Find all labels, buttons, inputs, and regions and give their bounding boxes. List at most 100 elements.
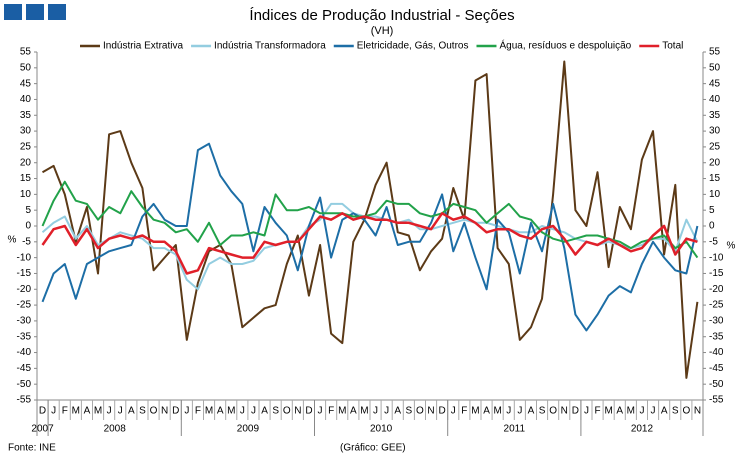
x-tick-label: S xyxy=(672,406,679,417)
x-tick-label: D xyxy=(572,406,579,417)
y2-tick-label: 25 xyxy=(709,142,721,153)
y2-tick-label: -45 xyxy=(709,363,724,374)
x-tick-label: A xyxy=(261,406,268,417)
x-tick-label: O xyxy=(150,406,158,417)
y2-tick-label: -40 xyxy=(709,347,724,358)
y-tick-label: -50 xyxy=(17,379,32,390)
x-tick-label: J xyxy=(517,406,522,417)
y2-tick-label: 0 xyxy=(709,221,715,232)
x-tick-label: D xyxy=(172,406,179,417)
x-tick-label: J xyxy=(107,406,112,417)
legend-label: Eletricidade, Gás, Outros xyxy=(357,41,469,52)
x-tick-label: J xyxy=(51,406,56,417)
year-label: 2012 xyxy=(631,424,654,435)
x-tick-label: S xyxy=(539,406,546,417)
y2-tick-label: -15 xyxy=(709,268,724,279)
x-tick-label: F xyxy=(461,406,467,417)
x-tick-label: A xyxy=(217,406,224,417)
y-tick-label: 20 xyxy=(20,157,32,168)
y-tick-label: 35 xyxy=(20,110,32,121)
y2-tick-label: -5 xyxy=(709,236,718,247)
y-axis-label: % xyxy=(8,235,17,246)
y2-axis-label: % xyxy=(727,241,736,252)
y2-tick-label: 55 xyxy=(709,47,721,58)
y-tick-label: -20 xyxy=(17,284,32,295)
y2-tick-label: 40 xyxy=(709,94,721,105)
credit: (Gráfico: GEE) xyxy=(340,443,406,454)
x-tick-label: M xyxy=(72,406,80,417)
y2-tick-label: 15 xyxy=(709,173,721,184)
y-tick-label: 50 xyxy=(20,62,32,73)
x-tick-label: A xyxy=(528,406,535,417)
x-tick-label: M xyxy=(493,406,501,417)
x-tick-label: J xyxy=(384,406,389,417)
x-tick-label: A xyxy=(350,406,357,417)
x-tick-label: M xyxy=(205,406,213,417)
series-line xyxy=(41,212,698,275)
y-tick-label: -5 xyxy=(22,236,31,247)
y-tick-label: 25 xyxy=(20,142,32,153)
y-tick-label: 5 xyxy=(25,205,31,216)
x-tick-label: N xyxy=(161,406,168,417)
y-tick-label: -25 xyxy=(17,300,32,311)
x-tick-label: M xyxy=(604,406,612,417)
x-tick-label: J xyxy=(184,406,189,417)
y2-tick-label: -55 xyxy=(709,395,724,406)
x-tick-label: S xyxy=(406,406,413,417)
x-tick-label: A xyxy=(394,406,401,417)
x-tick-label: M xyxy=(227,406,235,417)
x-tick-label: M xyxy=(471,406,479,417)
x-tick-label: M xyxy=(94,406,102,417)
x-tick-label: N xyxy=(694,406,701,417)
year-label: 2010 xyxy=(370,424,393,435)
logo-block xyxy=(4,4,22,20)
x-tick-label: F xyxy=(62,406,68,417)
x-tick-label: O xyxy=(549,406,557,417)
x-tick-label: A xyxy=(616,406,623,417)
x-tick-label: O xyxy=(283,406,291,417)
series-line xyxy=(42,60,699,379)
y2-tick-label: 10 xyxy=(709,189,721,200)
x-tick-label: D xyxy=(305,406,312,417)
y-tick-label: 15 xyxy=(20,173,32,184)
legend-label: Água, resíduos e despoluição xyxy=(499,39,631,52)
x-tick-label: M xyxy=(338,406,346,417)
y2-tick-label: -20 xyxy=(709,284,724,295)
legend-label: Indústria Extrativa xyxy=(103,41,183,52)
x-tick-label: J xyxy=(118,406,123,417)
x-tick-label: D xyxy=(439,406,446,417)
y-tick-label: -55 xyxy=(17,395,32,406)
y2-tick-label: 20 xyxy=(709,157,721,168)
legend-label: Total xyxy=(662,41,683,52)
y-tick-label: 10 xyxy=(20,189,32,200)
x-tick-label: J xyxy=(251,406,256,417)
x-tick-label: F xyxy=(328,406,334,417)
x-tick-label: A xyxy=(84,406,91,417)
y2-tick-label: 30 xyxy=(709,126,721,137)
y2-tick-label: -25 xyxy=(709,300,724,311)
x-tick-label: J xyxy=(240,406,245,417)
year-label: 2007 xyxy=(31,424,54,435)
y-tick-label: 0 xyxy=(25,221,31,232)
x-tick-label: M xyxy=(627,406,635,417)
y-tick-label: 30 xyxy=(20,126,32,137)
x-tick-label: A xyxy=(661,406,668,417)
x-tick-label: J xyxy=(451,406,456,417)
x-tick-label: N xyxy=(294,406,301,417)
x-tick-label: F xyxy=(195,406,201,417)
y2-tick-label: -35 xyxy=(709,331,724,342)
x-tick-label: J xyxy=(373,406,378,417)
source: Fonte: INE xyxy=(8,443,56,454)
y-tick-label: 40 xyxy=(20,94,32,105)
x-tick-label: N xyxy=(427,406,434,417)
x-tick-label: M xyxy=(360,406,368,417)
x-tick-label: D xyxy=(39,406,46,417)
chart-subtitle: (VH) xyxy=(371,25,394,37)
y2-tick-label: 45 xyxy=(709,78,721,89)
y-tick-label: 45 xyxy=(20,78,32,89)
year-label: 2009 xyxy=(237,424,260,435)
x-tick-label: J xyxy=(506,406,511,417)
x-tick-label: J xyxy=(318,406,323,417)
year-label: 2008 xyxy=(104,424,127,435)
